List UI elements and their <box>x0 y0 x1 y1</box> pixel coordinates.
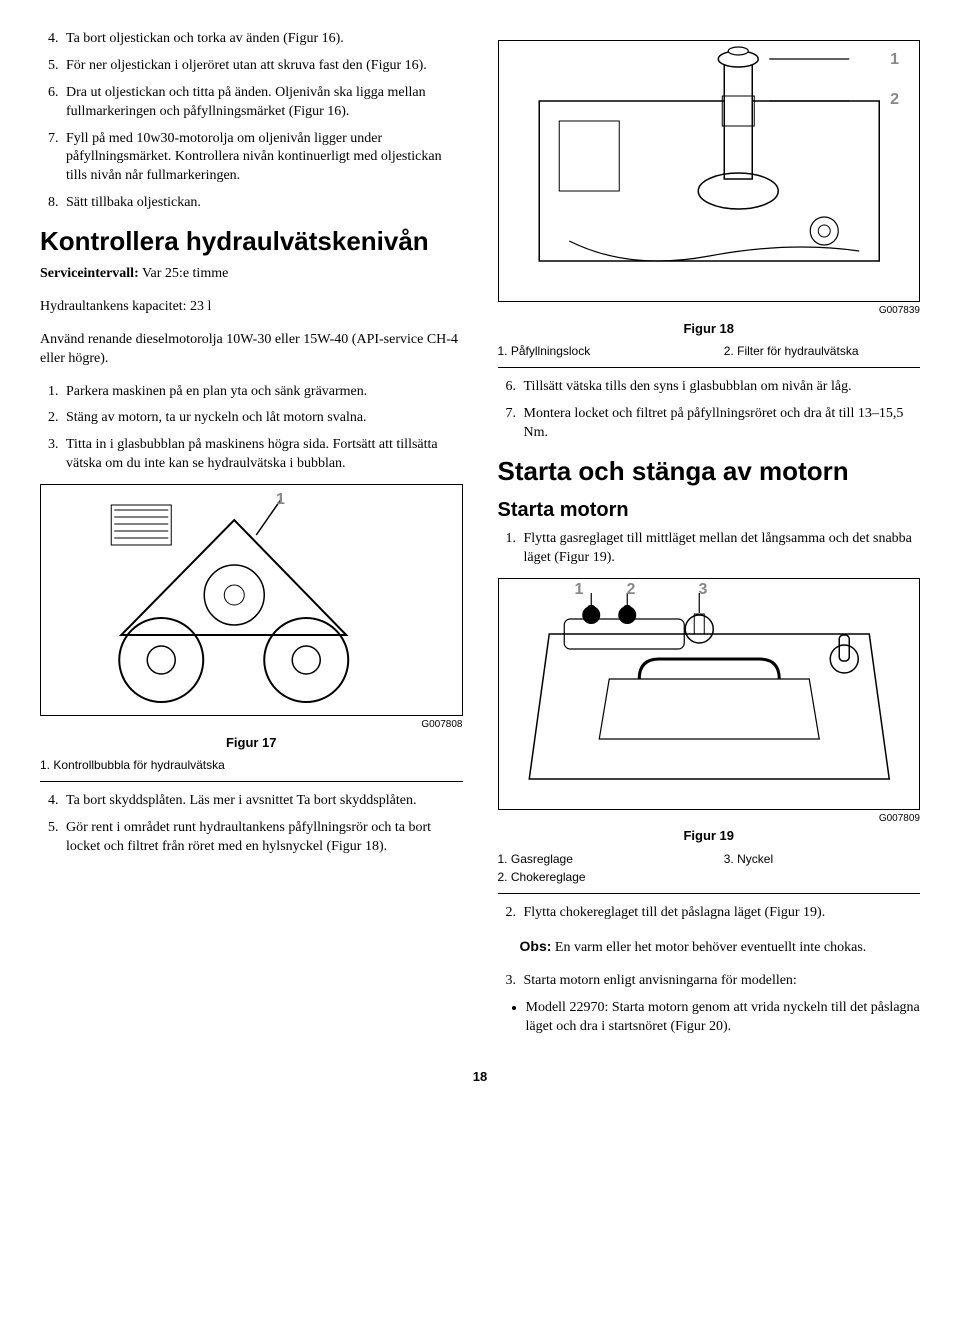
bullet-item: Modell 22970: Starta motorn genom att vr… <box>526 999 921 1037</box>
figure-18-caption: Figur 18 <box>498 320 921 338</box>
steps-list-d: Tillsätt vätska tills den syns i glasbub… <box>498 378 921 443</box>
legend-num: 1. <box>498 344 508 358</box>
figure-19: 1 2 3 G007809 Figur 19 1. Gasreglage 2. … <box>498 578 921 894</box>
figure-18: 1 2 G007839 Figur 18 1. Påfyllningslock … <box>498 40 921 368</box>
steps-list-c: Ta bort skyddsplåten. Läs mer i avsnitte… <box>40 792 463 857</box>
capacity-text: Hydraultankens kapacitet: 23 l <box>40 298 463 317</box>
figure-18-callout-2: 2 <box>890 89 899 111</box>
step-item: Flytta chokereglaget till det påslagna l… <box>520 904 921 923</box>
figure-19-caption: Figur 19 <box>498 827 921 845</box>
legend-row: 1. Kontrollbubbla för hydraulvätska <box>40 757 463 773</box>
figure-18-callout-1: 1 <box>890 49 899 71</box>
page-number: 18 <box>40 1068 920 1086</box>
figure-19-svg <box>499 579 920 809</box>
legend-row: 2. Filter för hydraulvätska <box>724 343 920 359</box>
step-text: Tillsätt vätska tills den syns i glasbub… <box>524 379 852 394</box>
legend-num: 3. <box>724 852 734 866</box>
step-item: Starta motorn enligt anvisningarna för m… <box>520 972 921 991</box>
step-text: Starta motorn enligt anvisningarna för m… <box>524 973 797 988</box>
step-text: Fyll på med 10w30-motorolja om oljenivån… <box>66 131 442 184</box>
legend-num: 2. <box>498 870 508 884</box>
figure-19-callout-3: 3 <box>699 579 708 601</box>
service-label: Serviceintervall: <box>40 266 139 281</box>
step-item: Sätt tillbaka oljestickan. <box>62 194 463 213</box>
figure-19-id: G007809 <box>498 812 921 826</box>
step-text: För ner oljestickan i oljeröret utan att… <box>66 58 427 73</box>
bullet-text: Modell 22970: Starta motorn genom att vr… <box>526 1000 920 1034</box>
legend-num: 1. <box>40 758 50 772</box>
step-text: Gör rent i området runt hydraultankens p… <box>66 820 431 854</box>
steps-list-a: Ta bort oljestickan och torka av änden (… <box>40 30 463 213</box>
step-text: Flytta chokereglaget till det påslagna l… <box>524 905 826 920</box>
step-item: Gör rent i området runt hydraultankens p… <box>62 819 463 857</box>
legend-row: 1. Påfyllningslock <box>498 343 694 359</box>
figure-19-legend: 1. Gasreglage 2. Chokereglage 3. Nyckel <box>498 851 921 894</box>
figure-18-id: G007839 <box>498 304 921 318</box>
legend-text: Filter för hydraulvätska <box>737 344 858 358</box>
figure-17-id: G007808 <box>40 718 463 732</box>
obs-text: En varm eller het motor behöver eventuel… <box>555 940 866 955</box>
steps-list-b: Parkera maskinen på en plan yta och sänk… <box>40 383 463 475</box>
step-item: Ta bort oljestickan och torka av änden (… <box>62 30 463 49</box>
legend-row: 3. Nyckel <box>724 851 920 867</box>
step-item: Ta bort skyddsplåten. Läs mer i avsnitte… <box>62 792 463 811</box>
step-item: Stäng av motorn, ta ur nyckeln och låt m… <box>62 409 463 428</box>
figure-18-legend: 1. Påfyllningslock 2. Filter för hydraul… <box>498 343 921 368</box>
step-text: Flytta gasreglaget till mittläget mellan… <box>524 531 912 565</box>
legend-text: Kontrollbubbla för hydraulvätska <box>53 758 224 772</box>
legend-num: 2. <box>724 344 734 358</box>
heading-start-engine: Starta motorn <box>498 497 921 524</box>
legend-text: Nyckel <box>737 852 773 866</box>
model-bullets: Modell 22970: Starta motorn genom att vr… <box>498 999 921 1037</box>
step-item: Flytta gasreglaget till mittläget mellan… <box>520 530 921 568</box>
figure-18-svg <box>499 41 920 301</box>
page-container: Ta bort oljestickan och torka av änden (… <box>40 30 920 1044</box>
obs-note: Obs: En varm eller het motor behöver eve… <box>520 937 921 958</box>
heading-engine: Starta och stänga av motorn <box>498 457 921 487</box>
step-text: Parkera maskinen på en plan yta och sänk… <box>66 384 367 399</box>
steps-list-g: Starta motorn enligt anvisningarna för m… <box>498 972 921 991</box>
legend-row: 1. Gasreglage <box>498 851 694 867</box>
legend-num: 1. <box>498 852 508 866</box>
service-interval: Serviceintervall: Var 25:e timme <box>40 265 463 284</box>
steps-list-f: Flytta chokereglaget till det påslagna l… <box>498 904 921 923</box>
step-text: Titta in i glasbubblan på maskinens högr… <box>66 437 438 471</box>
heading-hydraulic: Kontrollera hydraulvätskenivån <box>40 227 463 257</box>
figure-17-legend: 1. Kontrollbubbla för hydraulvätska <box>40 757 463 782</box>
step-item: Fyll på med 10w30-motorolja om oljenivån… <box>62 130 463 187</box>
legend-text: Gasreglage <box>511 852 573 866</box>
step-item: För ner oljestickan i oljeröret utan att… <box>62 57 463 76</box>
legend-text: Påfyllningslock <box>511 344 590 358</box>
step-item: Titta in i glasbubblan på maskinens högr… <box>62 436 463 474</box>
step-text: Sätt tillbaka oljestickan. <box>66 195 201 210</box>
figure-17-svg <box>41 485 462 715</box>
step-item: Parkera maskinen på en plan yta och sänk… <box>62 383 463 402</box>
figure-19-image: 1 2 3 <box>498 578 921 810</box>
oil-spec-text: Använd renande dieselmotorolja 10W-30 el… <box>40 331 463 369</box>
figure-17-callout-1: 1 <box>276 489 285 511</box>
step-item: Tillsätt vätska tills den syns i glasbub… <box>520 378 921 397</box>
figure-17-caption: Figur 17 <box>40 734 463 752</box>
obs-label: Obs: <box>520 938 552 954</box>
left-column: Ta bort oljestickan och torka av änden (… <box>40 30 463 1044</box>
figure-19-callout-1: 1 <box>575 579 584 601</box>
figure-18-image: 1 2 <box>498 40 921 302</box>
step-text: Dra ut oljestickan och titta på änden. O… <box>66 85 426 119</box>
step-text: Stäng av motorn, ta ur nyckeln och låt m… <box>66 410 367 425</box>
step-text: Ta bort skyddsplåten. Läs mer i avsnitte… <box>66 793 416 808</box>
legend-row: 2. Chokereglage <box>498 869 694 885</box>
figure-19-callout-2: 2 <box>627 579 636 601</box>
figure-17-image: 1 <box>40 484 463 716</box>
step-item: Dra ut oljestickan och titta på änden. O… <box>62 84 463 122</box>
step-text: Montera locket och filtret på påfyllning… <box>524 406 904 440</box>
steps-list-e: Flytta gasreglaget till mittläget mellan… <box>498 530 921 568</box>
figure-17: 1 G007808 Figur 17 1. Kontrollbubbla för… <box>40 484 463 782</box>
step-item: Montera locket och filtret på påfyllning… <box>520 405 921 443</box>
step-text: Ta bort oljestickan och torka av änden (… <box>66 31 344 46</box>
right-column: 1 2 G007839 Figur 18 1. Påfyllningslock … <box>498 30 921 1044</box>
legend-text: Chokereglage <box>511 870 586 884</box>
service-value: Var 25:e timme <box>142 266 228 281</box>
